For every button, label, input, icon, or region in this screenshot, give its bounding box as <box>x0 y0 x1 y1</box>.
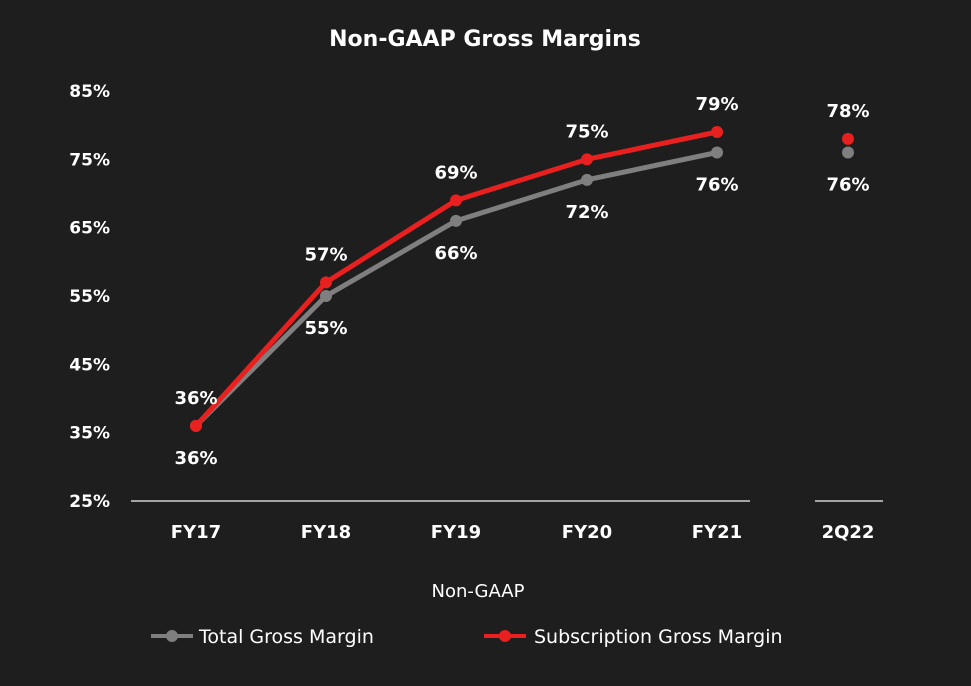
x-tick-label: FY18 <box>301 522 351 543</box>
data-label: 36% <box>174 388 217 409</box>
data-point <box>581 153 593 166</box>
x-tick-label: FY17 <box>171 522 221 543</box>
legend-label: Total Gross Margin <box>198 626 374 648</box>
legend-label: Subscription Gross Margin <box>534 626 783 648</box>
legend-item: Total Gross Margin <box>151 626 374 648</box>
legend: Total Gross Margin Subscription Gross Mar… <box>151 626 783 648</box>
data-label: 75% <box>565 121 608 142</box>
data-label: 55% <box>304 318 347 339</box>
data-label: 69% <box>434 162 477 183</box>
data-label: 36% <box>174 448 217 469</box>
y-tick-label: 25% <box>69 492 110 512</box>
data-point <box>842 146 854 159</box>
data-point <box>450 194 462 207</box>
data-point <box>190 419 202 432</box>
chart-title: Non-GAAP Gross Margins <box>329 27 641 52</box>
data-point <box>711 146 723 159</box>
data-label: 76% <box>826 175 869 196</box>
legend-item: Subscription Gross Margin <box>484 626 783 648</box>
y-tick-label: 75% <box>69 150 110 170</box>
y-tick-label: 85% <box>69 82 110 102</box>
legend-marker <box>499 630 511 642</box>
data-label: 78% <box>826 101 869 122</box>
data-point <box>320 290 332 302</box>
data-point <box>581 173 593 186</box>
data-point <box>450 214 462 227</box>
y-tick-label: 55% <box>69 287 110 307</box>
data-labels: 36% 55% 66% 72% 76% 76% 36% 57% 69% 75% 79% 78% <box>174 94 869 469</box>
series-points <box>190 126 854 432</box>
legend-marker <box>166 630 178 642</box>
y-tick-label: 65% <box>69 219 110 239</box>
y-axis: 85% 75% 65% 55% 45% 35% 25% <box>69 82 110 512</box>
x-axis: FY17 FY18 FY19 FY20 FY21 2Q22 <box>171 522 875 543</box>
data-label: 76% <box>695 175 738 196</box>
x-tick-label: FY19 <box>431 522 481 543</box>
y-tick-label: 35% <box>69 424 110 444</box>
data-label: 72% <box>565 202 608 223</box>
x-tick-label: FY21 <box>692 522 742 543</box>
x-tick-label: 2Q22 <box>822 522 875 543</box>
data-point <box>320 276 332 289</box>
x-axis-label: Non-GAAP <box>432 581 525 602</box>
data-point <box>711 126 723 138</box>
series-line <box>193 150 720 429</box>
data-label: 66% <box>434 243 477 264</box>
data-label: 79% <box>695 94 738 115</box>
x-tick-label: FY20 <box>562 522 612 543</box>
y-tick-label: 45% <box>69 355 110 375</box>
data-point <box>842 132 854 145</box>
data-label: 57% <box>304 244 347 265</box>
